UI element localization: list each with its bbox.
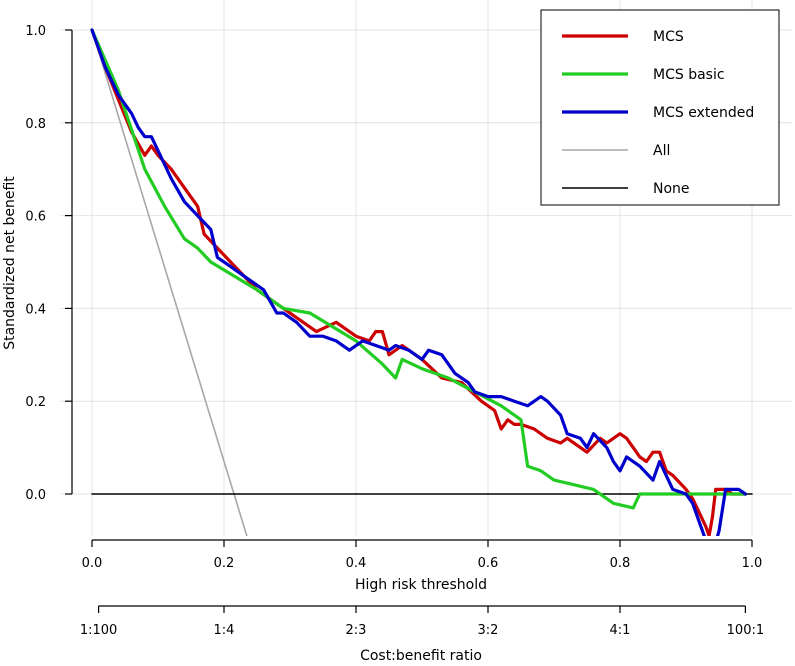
y-tick-label: 0.6 bbox=[25, 210, 46, 225]
axes: 0.0 0.2 0.4 0.6 0.8 1.0 0.0 0.2 0.4 0.6 0.8 1.0 1:10… bbox=[25, 24, 764, 638]
legend-box bbox=[540, 9, 780, 206]
y-tick-label: 0.8 bbox=[25, 117, 46, 132]
legend-label-mcs-basic: MCS basic bbox=[653, 67, 725, 83]
legend-label-mcs: MCS bbox=[653, 29, 684, 45]
x-tick-label: 0.2 bbox=[214, 556, 235, 571]
x-tick-label: 0.6 bbox=[478, 556, 499, 571]
cost-benefit-tick-label: 1:100 bbox=[80, 623, 117, 638]
cost-benefit-tick-label: 4:1 bbox=[610, 623, 631, 638]
cost-benefit-tick-label: 2:3 bbox=[346, 623, 367, 638]
series-line-mcs-basic bbox=[90, 28, 748, 510]
y-tick-label: 0.0 bbox=[25, 488, 46, 503]
series-line-mcs-extended bbox=[90, 28, 748, 556]
cost-benefit-tick-label: 3:2 bbox=[478, 623, 499, 638]
legend: MCS MCS basic MCS extended All None bbox=[540, 9, 780, 206]
series-lines bbox=[90, 28, 748, 556]
x-tick-label: 0.4 bbox=[346, 556, 367, 571]
x-tick-label: 0.0 bbox=[82, 556, 103, 571]
y-tick-label: 1.0 bbox=[25, 24, 46, 39]
legend-label-all: All bbox=[653, 143, 670, 159]
legend-label-none: None bbox=[653, 181, 690, 197]
series-line-all bbox=[91, 29, 249, 542]
plot-mask-bottom bbox=[60, 536, 795, 666]
y-tick-label: 0.4 bbox=[25, 302, 46, 317]
y-axis-title: Standardized net benefit bbox=[2, 176, 18, 350]
y-tick-label: 0.2 bbox=[25, 395, 46, 410]
cost-benefit-tick-label: 1:4 bbox=[214, 623, 235, 638]
cost-benefit-axis-title: Cost:benefit ratio bbox=[360, 648, 482, 664]
x-tick-label: 0.8 bbox=[610, 556, 631, 571]
cost-benefit-tick-label: 100:1 bbox=[727, 623, 764, 638]
legend-label-mcs-extended: MCS extended bbox=[653, 105, 754, 121]
x-tick-label: 1.0 bbox=[742, 556, 763, 571]
x-axis-title: High risk threshold bbox=[355, 577, 487, 593]
